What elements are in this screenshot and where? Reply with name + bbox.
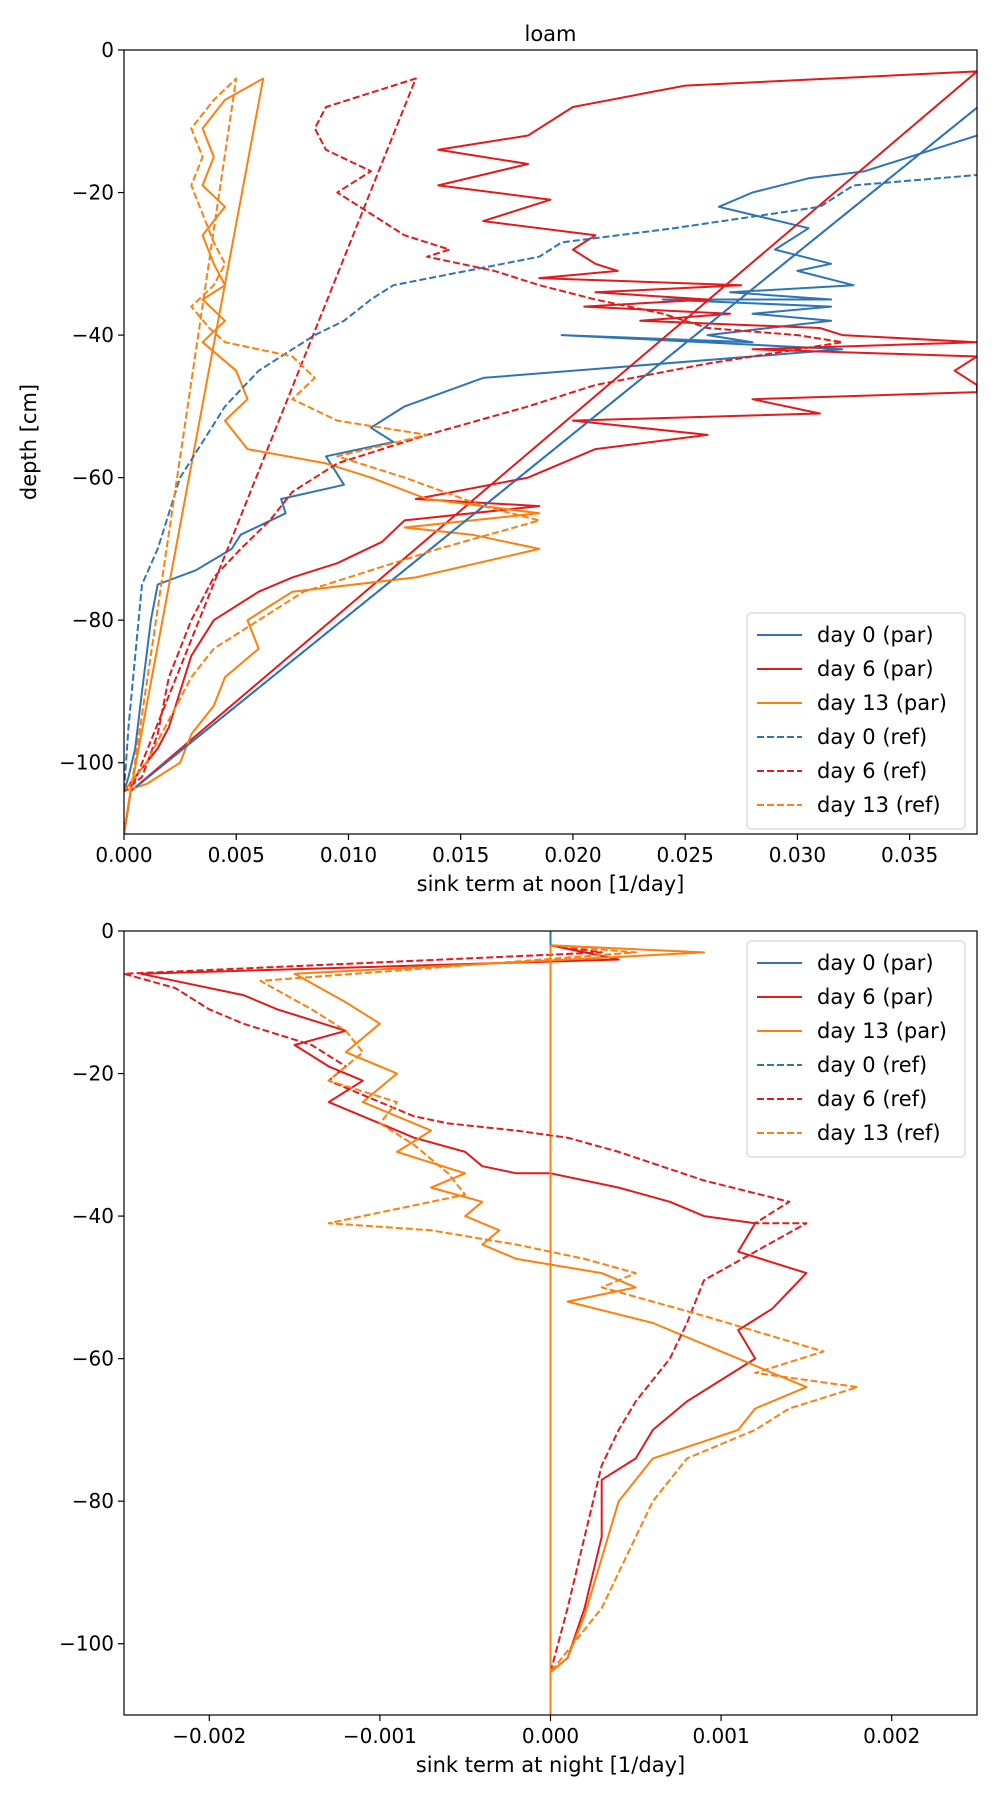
legend-label-day-6-par: day 6 (par) [817,985,934,1009]
series-line-day-13-par [124,77,541,834]
series-line-day-6-ref [124,944,808,1715]
y-tick-label: 0 [101,38,114,62]
x-tick-label: 0.010 [320,843,377,867]
legend-label-day-13-par: day 13 (par) [817,691,947,715]
y-tick-label: −20 [72,1062,114,1086]
x-tick-label: 0.001 [692,1724,749,1748]
series-line-day-0-par [124,106,977,834]
series-line-day-13-ref [259,944,859,1715]
series-line-day-13-par [293,944,808,1715]
series-line-day-6-ref [124,77,844,834]
x-tick-label: 0.000 [522,1724,579,1748]
y-tick-label: −100 [59,1632,114,1656]
legend-label-day-0-ref: day 0 (ref) [817,725,927,749]
series-group [124,70,977,834]
x-tick-label: 0.030 [769,843,826,867]
x-tick-label: 0.035 [881,843,938,867]
x-tick-label: 0.025 [657,843,714,867]
series-group [124,931,859,1715]
y-tick-label: −40 [72,1204,114,1228]
y-tick-label: −40 [72,323,114,347]
x-tick-label: −0.001 [343,1724,417,1748]
chart-title: loam [524,22,576,46]
bottom-plot: −0.002 −0.001 0.000 0.001 0.002 0 −20 −40 −60 −80… [59,919,978,1777]
legend-label-day-13-par: day 13 (par) [817,1019,947,1043]
y-tick-label: 0 [101,919,114,943]
legend-box [746,940,966,1158]
series-line-day-6-par [124,70,977,834]
series-line-day-6-par [140,944,808,1715]
x-tick-label: 0.020 [544,843,601,867]
y-tick-label: −20 [72,181,114,205]
x-tick-label: 0.000 [95,843,152,867]
legend-label-day-0-par: day 0 (par) [817,951,934,975]
x-tick-label: 0.005 [208,843,265,867]
x-tick-label: −0.002 [172,1724,246,1748]
y-tick-label: −60 [72,1347,114,1371]
x-axis-label: sink term at noon [1/day] [417,872,685,896]
plot-frame [123,49,978,835]
x-tick-label: 0.015 [432,843,489,867]
legend-label-day-0-par: day 0 (par) [817,623,934,647]
legend-label-day-6-par: day 6 (par) [817,657,934,681]
series-line-day-13-ref [124,77,541,834]
x-tick-label: 0.002 [863,1724,920,1748]
legend-label-day-13-ref: day 13 (ref) [817,793,941,817]
y-tick-label: −80 [72,608,114,632]
legend-label-day-6-ref: day 6 (ref) [817,759,927,783]
y-tick-label: −60 [72,466,114,490]
series-line-day-0-ref [124,106,977,834]
y-axis-label: depth [cm] [17,384,41,500]
legend-label-day-13-ref: day 13 (ref) [817,1121,941,1145]
y-tick-label: −100 [59,751,114,775]
y-tick-label: −80 [72,1489,114,1513]
legend-box [746,612,966,830]
x-axis-label: sink term at night [1/day] [416,1753,685,1777]
legend-label-day-0-ref: day 0 (ref) [817,1053,927,1077]
top-plot: 0.000 0.005 0.010 0.015 0.020 0.025 0.030 0.035… [17,22,978,896]
legend: day 0 (par) day 6 (par) day 13 (par) day 0 … [746,940,966,1158]
legend: day 0 (par) day 6 (par) day 13 (par) day 0 … [746,612,966,830]
legend-label-day-6-ref: day 6 (ref) [817,1087,927,1111]
